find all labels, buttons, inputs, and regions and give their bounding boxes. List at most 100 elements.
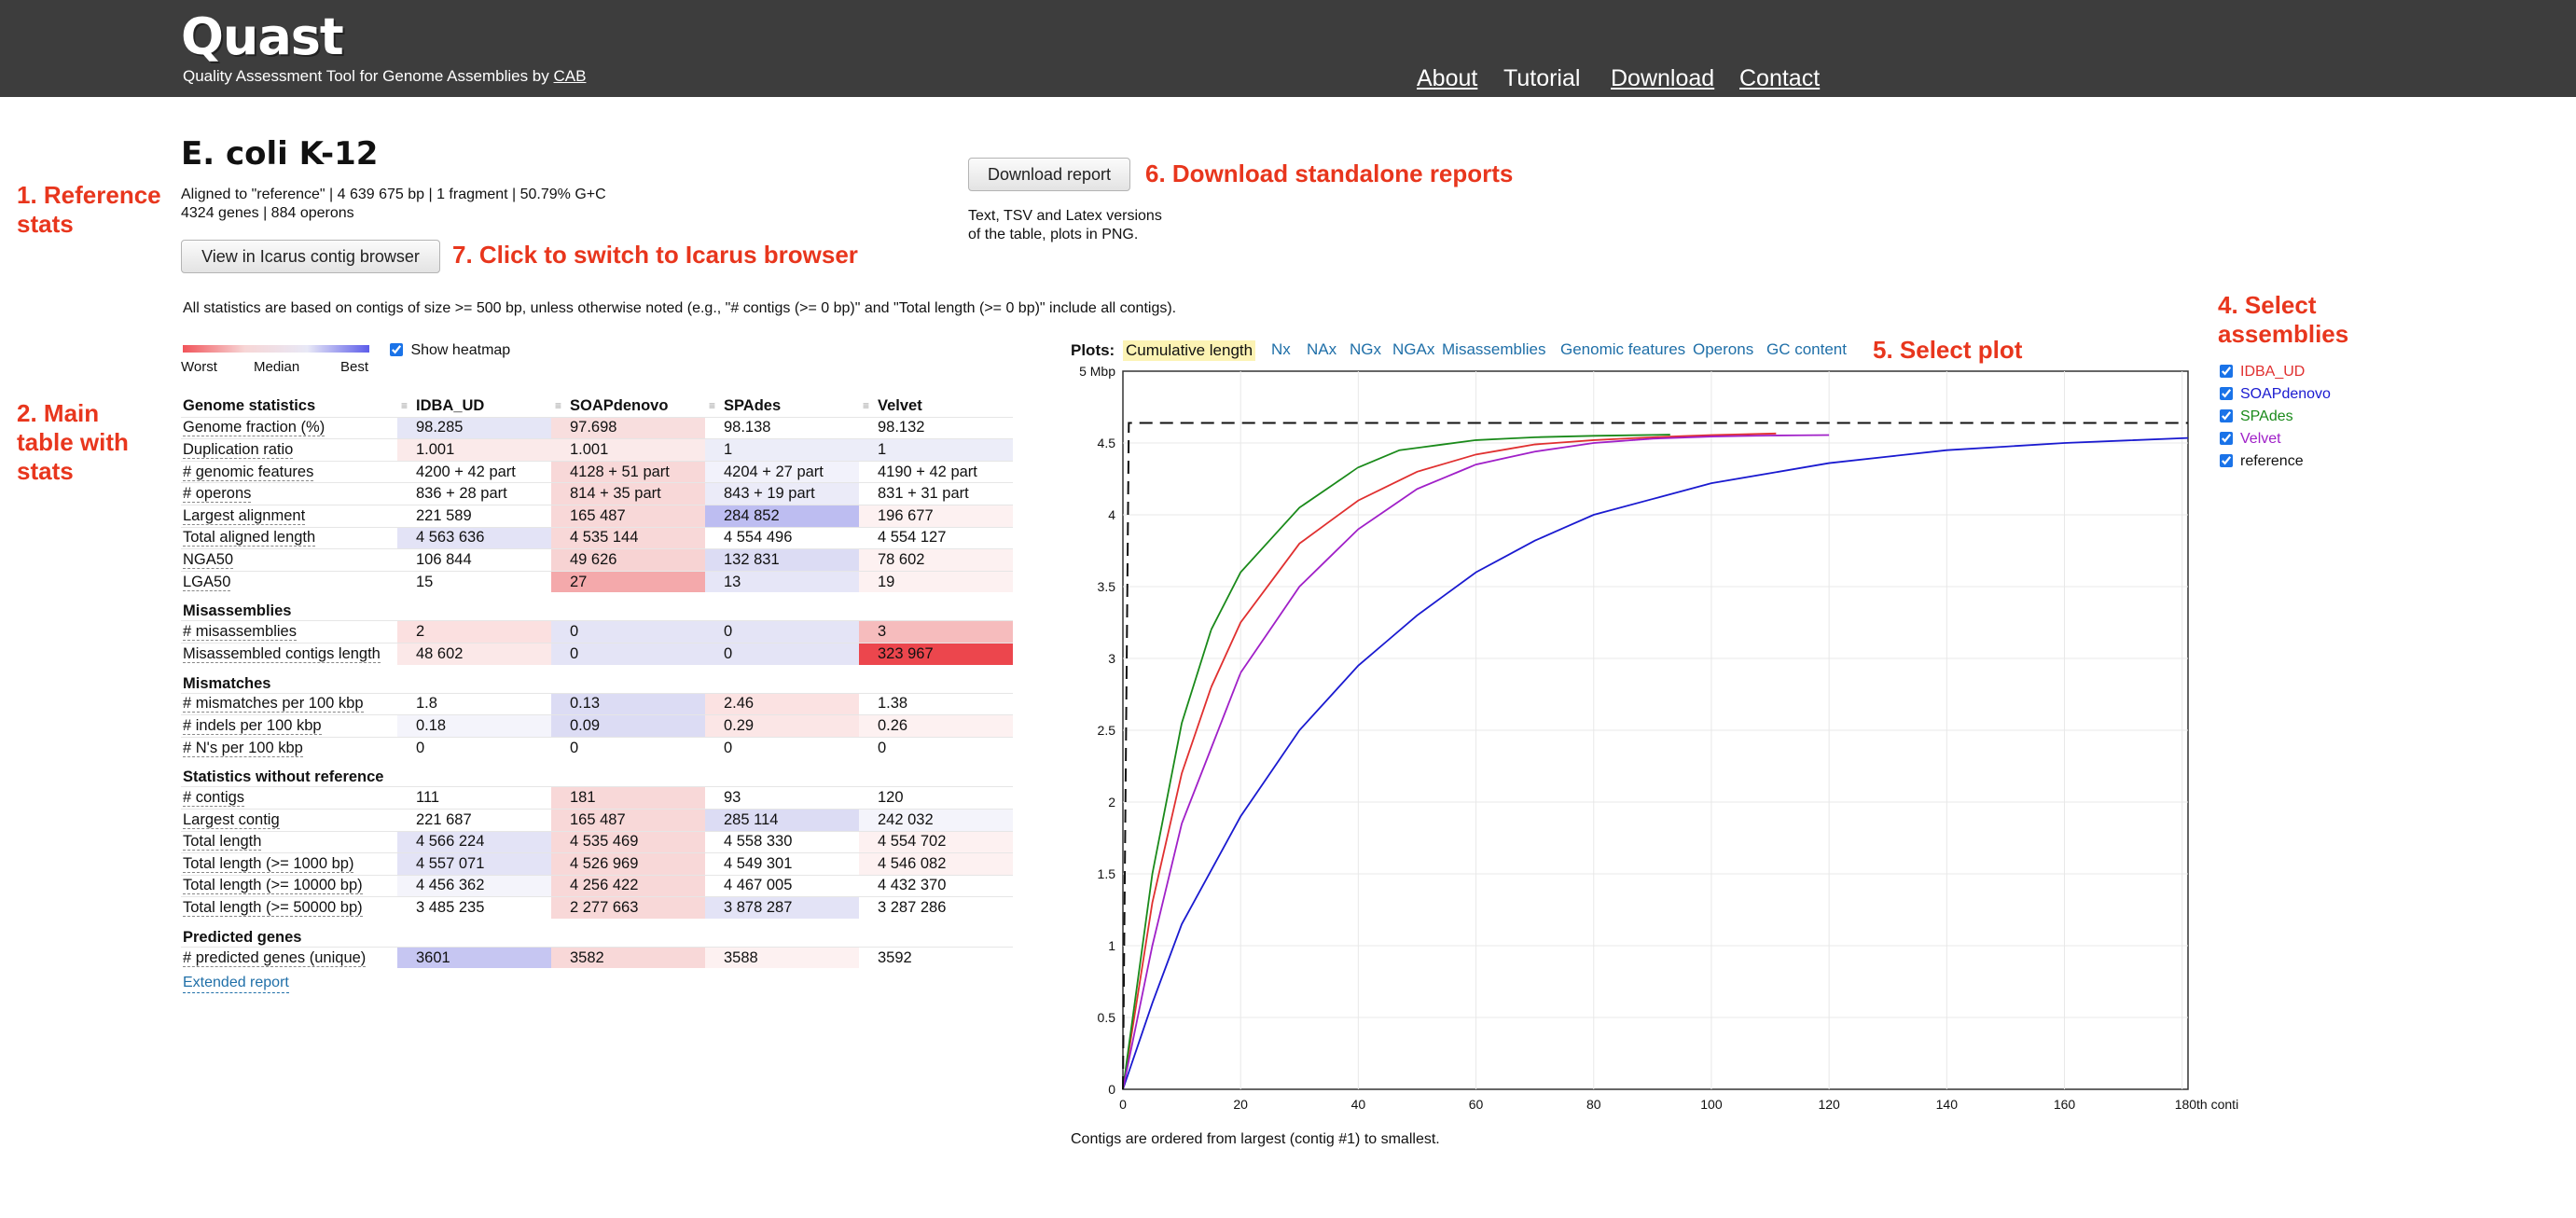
table-row: Total length (>= 10000 bp) 4 456 362 4 256… bbox=[181, 874, 1013, 897]
legend-label: IDBA_UD bbox=[2240, 364, 2306, 380]
table-cell: 1 bbox=[705, 438, 859, 462]
table-row: Total length 4 566 224 4 535 469 4 558 330 4… bbox=[181, 830, 1013, 853]
table-cell: 78 602 bbox=[859, 548, 1013, 572]
metric-label[interactable]: Duplication ratio bbox=[183, 440, 294, 459]
show-heatmap-label: Show heatmap bbox=[410, 342, 511, 358]
show-heatmap-checkbox[interactable] bbox=[390, 343, 403, 356]
table-header-row: Genome statistics ≡ IDBA_UD ≡ SOAPdenovo ≡ SPA… bbox=[181, 395, 1013, 417]
column-header-velvet[interactable]: ≡ Velvet bbox=[859, 395, 1013, 417]
legend-checkbox[interactable] bbox=[2220, 432, 2233, 445]
metric-label[interactable]: # contigs bbox=[183, 789, 245, 808]
table-cell: 3 bbox=[859, 620, 1013, 644]
legend-checkbox[interactable] bbox=[2220, 387, 2233, 400]
table-cell: 836 + 28 part bbox=[397, 482, 551, 505]
quast-logo[interactable]: Quast bbox=[181, 7, 344, 66]
plot-tab-operons[interactable]: Operons bbox=[1693, 340, 1754, 358]
table-cell: 98.132 bbox=[859, 416, 1013, 439]
table-cell: 4 554 496 bbox=[705, 526, 859, 549]
table-cell: 98.285 bbox=[397, 416, 551, 439]
section-title: Mismatches bbox=[183, 674, 271, 692]
drag-handle-icon[interactable]: ≡ bbox=[863, 399, 870, 412]
legend-checkbox[interactable] bbox=[2220, 409, 2233, 422]
metric-label[interactable]: # N's per 100 kbp bbox=[183, 739, 303, 757]
drag-handle-icon[interactable]: ≡ bbox=[709, 399, 716, 412]
plot-tab-nax[interactable]: NAx bbox=[1307, 340, 1337, 358]
metric-label[interactable]: # indels per 100 kbp bbox=[183, 716, 322, 735]
nav-about[interactable]: About bbox=[1417, 65, 1478, 91]
plot-tab-gc-content[interactable]: GC content bbox=[1766, 340, 1847, 358]
show-heatmap-toggle[interactable]: Show heatmap bbox=[390, 341, 510, 360]
y-tick-label: 3 bbox=[1108, 651, 1115, 666]
table-cell: 15 bbox=[397, 570, 551, 593]
table-cell: 1.8 bbox=[397, 692, 551, 715]
legend-item-idba-ud[interactable]: IDBA_UD bbox=[2220, 364, 2305, 381]
metric-label[interactable]: # predicted genes (unique) bbox=[183, 948, 367, 967]
table-cell: 4 557 071 bbox=[397, 852, 551, 876]
metric-label[interactable]: NGA50 bbox=[183, 550, 234, 569]
metric-label[interactable]: Genome fraction (%) bbox=[183, 419, 325, 437]
table-row: Largest alignment 221 589 165 487 284 852 19… bbox=[181, 504, 1013, 528]
drag-handle-icon[interactable]: ≡ bbox=[401, 399, 409, 412]
main-stats-table: Genome statistics ≡ IDBA_UD ≡ SOAPdenovo ≡ SPA… bbox=[181, 395, 1013, 969]
section-header-row: Misassemblies bbox=[181, 592, 1013, 621]
icarus-browser-button[interactable]: View in Icarus contig browser bbox=[181, 240, 440, 273]
table-row: # predicted genes (unique) 3601 3582 3588 35… bbox=[181, 946, 1013, 969]
table-cell: 4204 + 27 part bbox=[705, 460, 859, 483]
x-tick-label: 160 bbox=[2054, 1097, 2076, 1112]
table-cell: 843 + 19 part bbox=[705, 482, 859, 505]
table-row: # genomic features 4200 + 42 part 4128 + 5… bbox=[181, 460, 1013, 483]
table-row: # indels per 100 kbp 0.18 0.09 0.29 0.26 bbox=[181, 714, 1013, 738]
table-row: Total length (>= 1000 bp) 4 557 071 4 526 … bbox=[181, 852, 1013, 876]
metric-label[interactable]: Largest alignment bbox=[183, 506, 306, 525]
annotation-icarus: 7. Click to switch to Icarus browser bbox=[452, 241, 858, 269]
plot-tab-ngx[interactable]: NGx bbox=[1350, 340, 1381, 358]
metric-label[interactable]: LGA50 bbox=[183, 573, 231, 591]
legend-item-spades[interactable]: SPAdes bbox=[2220, 408, 2293, 425]
legend-item-velvet[interactable]: Velvet bbox=[2220, 431, 2281, 448]
metric-label[interactable]: # genomic features bbox=[183, 463, 314, 481]
metric-label[interactable]: Misassembled contigs length bbox=[183, 644, 381, 663]
metric-label[interactable]: Total length (>= 50000 bp) bbox=[183, 899, 363, 918]
plot-tab-genomic-features[interactable]: Genomic features bbox=[1560, 340, 1686, 358]
download-report-button[interactable]: Download report bbox=[968, 158, 1130, 191]
table-cell: 4200 + 42 part bbox=[397, 460, 551, 483]
plot-tab-misassemblies[interactable]: Misassemblies bbox=[1442, 340, 1546, 358]
drag-handle-icon[interactable]: ≡ bbox=[555, 399, 562, 412]
table-cell: 814 + 35 part bbox=[551, 482, 705, 505]
metric-label[interactable]: # mismatches per 100 kbp bbox=[183, 695, 364, 713]
legend-item-reference[interactable]: reference bbox=[2220, 453, 2304, 470]
metric-label[interactable]: # operons bbox=[183, 485, 252, 504]
table-row: Total aligned length 4 563 636 4 535 144 4 … bbox=[181, 526, 1013, 549]
plot-tab-nx[interactable]: Nx bbox=[1271, 340, 1291, 358]
nav-contact[interactable]: Contact bbox=[1739, 65, 1821, 91]
extended-report-link[interactable]: Extended report bbox=[183, 974, 289, 993]
x-tick-label: 120 bbox=[1818, 1097, 1840, 1112]
plot-tab-ngax[interactable]: NGAx bbox=[1392, 340, 1435, 358]
metric-label[interactable]: Total length (>= 10000 bp) bbox=[183, 877, 363, 895]
column-header-soapdenovo[interactable]: ≡ SOAPdenovo bbox=[551, 395, 705, 417]
legend-checkbox[interactable] bbox=[2220, 454, 2233, 467]
table-cell: 4 432 370 bbox=[859, 874, 1013, 897]
metric-label[interactable]: Total length bbox=[183, 833, 262, 851]
metric-label-cell: Total aligned length bbox=[181, 526, 397, 549]
nav-download[interactable]: Download bbox=[1611, 65, 1715, 91]
metric-label[interactable]: # misassemblies bbox=[183, 623, 297, 642]
metric-label[interactable]: Largest contig bbox=[183, 810, 280, 829]
column-header-idba_ud[interactable]: ≡ IDBA_UD bbox=[397, 395, 551, 417]
legend-checkbox[interactable] bbox=[2220, 365, 2233, 378]
column-header-spades[interactable]: ≡ SPAdes bbox=[705, 395, 859, 417]
table-row: Duplication ratio 1.001 1.001 1 1 bbox=[181, 438, 1013, 462]
cab-link[interactable]: CAB bbox=[553, 67, 587, 85]
metric-label-cell: # contigs bbox=[181, 786, 397, 810]
table-row: # contigs 111 181 93 120 bbox=[181, 786, 1013, 810]
table-cell: 2 277 663 bbox=[551, 896, 705, 919]
y-tick-label: 3.5 bbox=[1098, 579, 1116, 594]
metric-label-cell: # indels per 100 kbp bbox=[181, 714, 397, 738]
metric-label[interactable]: Total aligned length bbox=[183, 529, 316, 547]
reference-aligned-info: Aligned to "reference" | 4 639 675 bp | … bbox=[181, 187, 606, 202]
legend-item-soapdenovo[interactable]: SOAPdenovo bbox=[2220, 386, 2331, 403]
metric-label[interactable]: Total length (>= 1000 bp) bbox=[183, 854, 354, 873]
plot-tab-cumulative-length[interactable]: Cumulative length bbox=[1123, 340, 1256, 361]
plot-caption: Contigs are ordered from largest (contig… bbox=[1071, 1131, 1440, 1147]
nav-tutorial[interactable]: Tutorial bbox=[1503, 65, 1581, 91]
